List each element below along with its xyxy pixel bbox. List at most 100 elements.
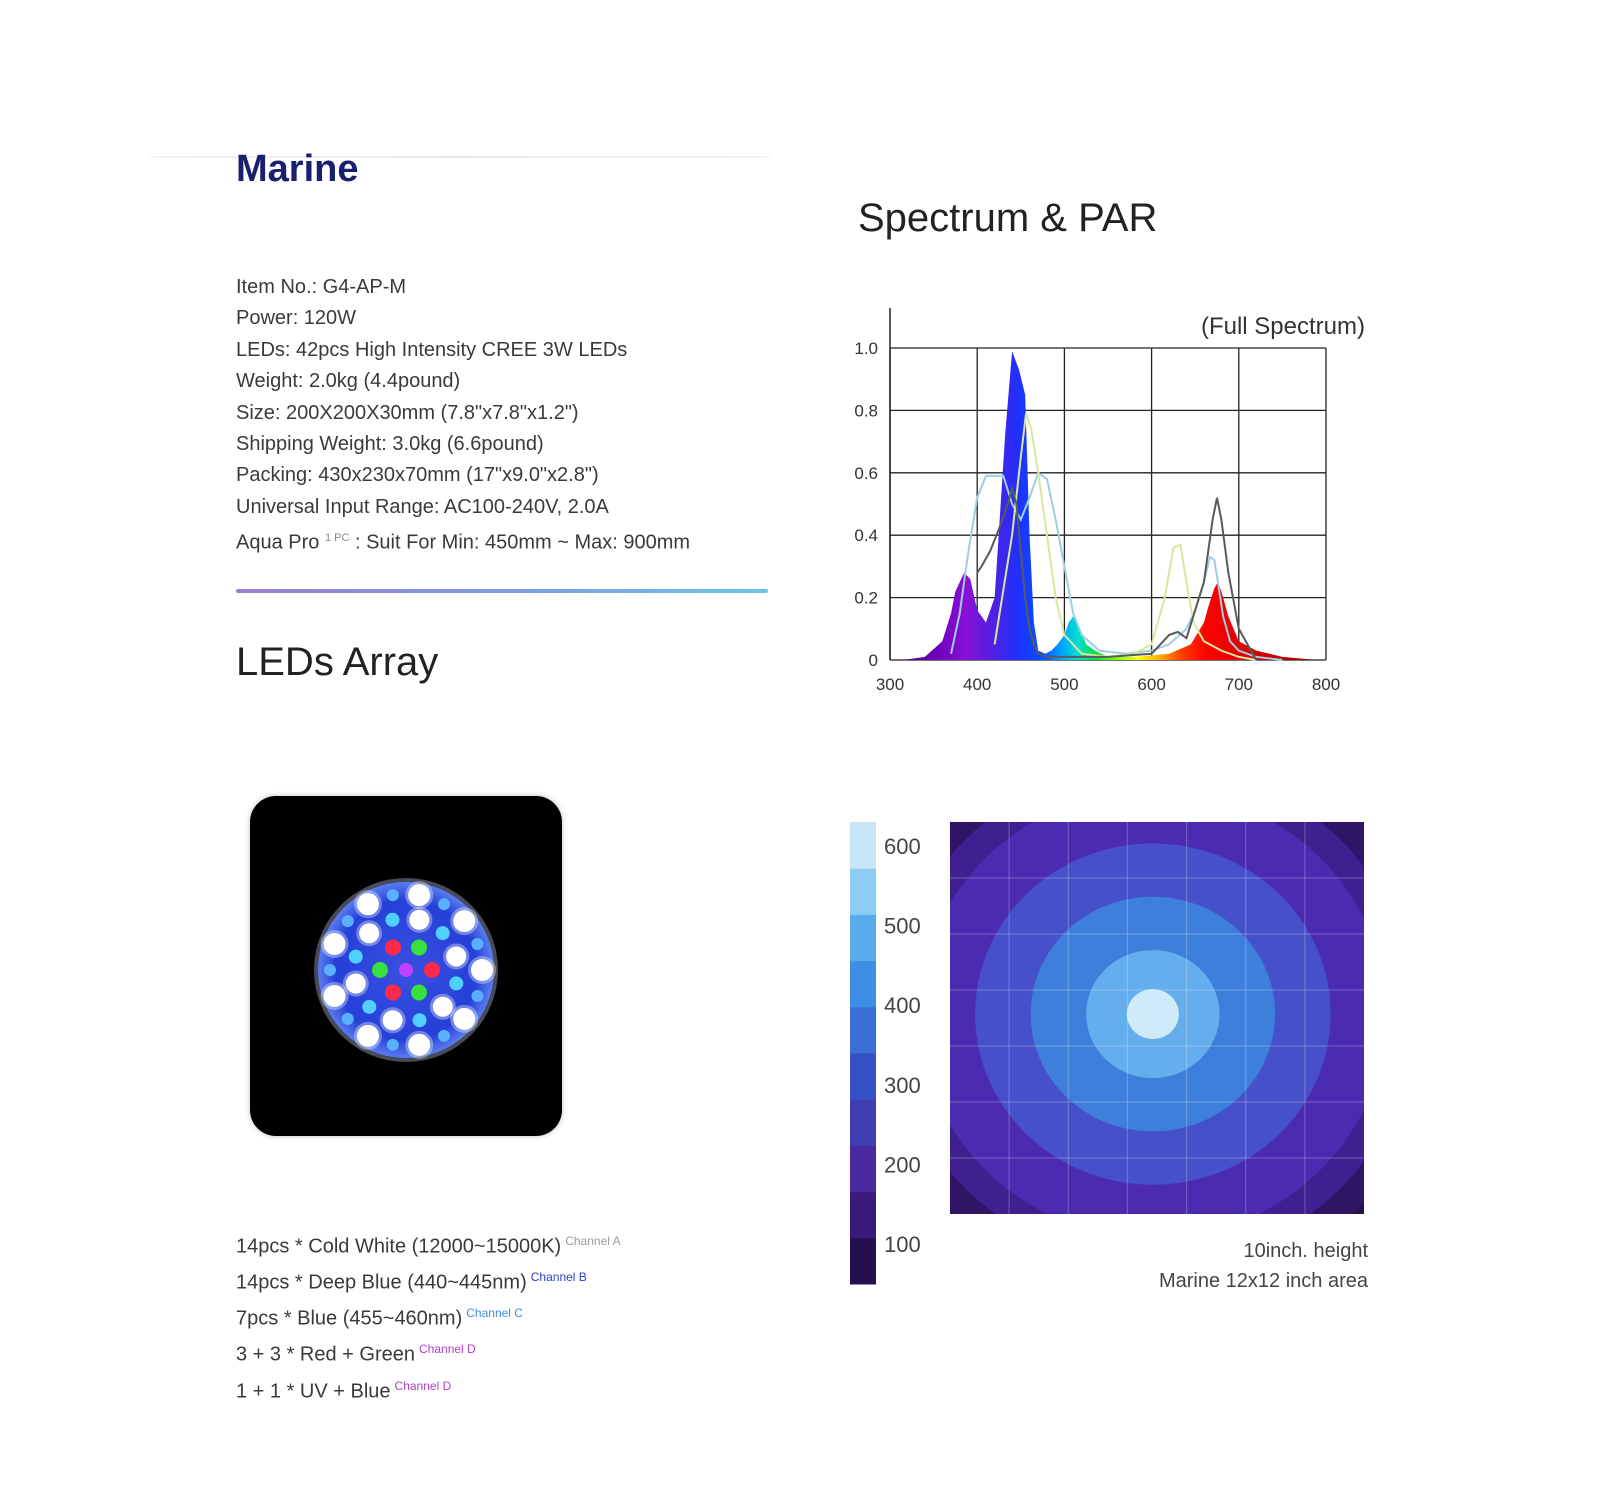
- spec-list: Item No.: G4-AP-M Power: 120W LEDs: 42pc…: [236, 272, 690, 559]
- y-tick-label: 1.0: [854, 339, 878, 358]
- colorbar-segment: [850, 868, 876, 915]
- spec-leds: LEDs: 42pcs High Intensity CREE 3W LEDs: [236, 338, 628, 361]
- spectrum-area: [890, 351, 1318, 660]
- y-tick-label: 0.4: [854, 526, 878, 545]
- par-contours: [950, 822, 1364, 1214]
- led-white: [453, 910, 476, 933]
- colorbar-tick-label: 400: [884, 993, 921, 1018]
- channel-list: 14pcs * Cold White (12000~15000K) Channel…: [236, 1226, 621, 1407]
- y-tick-label: 0.8: [854, 401, 878, 420]
- spectrum-lines: [950, 413, 1283, 661]
- full-spectrum-label: (Full Spectrum): [1201, 313, 1365, 340]
- suit-suffix: : Suit For Min: 450mm ~ Max: 900mm: [349, 531, 691, 554]
- led-white: [432, 996, 453, 1017]
- colorbar-segment: [850, 822, 876, 869]
- colorbar-tick-label: 200: [884, 1153, 921, 1178]
- channel-tag: Channel B: [530, 1270, 587, 1285]
- led-color: [424, 962, 440, 978]
- channel-item: 14pcs * Deep Blue (440~445nm) Channel B: [236, 1270, 587, 1294]
- spec-size: Size: 200X200X30mm (7.8"x7.8"x1.2"): [236, 401, 579, 424]
- led-color: [385, 984, 401, 1001]
- channel-item: 1 + 1 * UV + Blue Channel D: [236, 1378, 452, 1403]
- spec-weight: Weight: 2.0kg (4.4pound): [236, 370, 461, 393]
- colorbar-tick-label: 600: [884, 834, 921, 859]
- spec-input-range: Universal Input Range: AC100-240V, 2.0A: [236, 495, 609, 518]
- led-cyan: [385, 912, 400, 927]
- led-blue: [341, 1012, 354, 1025]
- colorbar-segment: [850, 960, 876, 1008]
- suit-sup: 1 PC: [324, 532, 350, 545]
- colorbar-segment: [850, 1099, 876, 1146]
- led-color: [411, 984, 427, 1001]
- spec-packing: Packing: 430x230x70mm (17"x9.0"x2.8"): [236, 464, 599, 487]
- y-tick-label: 0.6: [854, 464, 878, 483]
- colorbar-tick-label: 300: [884, 1073, 921, 1098]
- colorbar-segment: [850, 1006, 876, 1054]
- colorbar-segment: [850, 914, 876, 962]
- channel-tag: Channel A: [565, 1234, 621, 1248]
- colorbar-segment: [850, 1053, 876, 1100]
- channel-tag: Channel D: [419, 1342, 476, 1357]
- led-white: [408, 1033, 431, 1056]
- led-blue: [471, 938, 484, 951]
- colorbar-segment: [850, 1191, 876, 1239]
- led-color: [372, 962, 388, 978]
- led-cyan: [412, 1013, 427, 1028]
- y-tick-label: 0.2: [854, 589, 878, 608]
- channel-tag: Channel D: [394, 1378, 452, 1393]
- led-white: [345, 973, 366, 994]
- suit-prefix: Aqua Pro: [236, 531, 320, 554]
- spectrum-par-title: Spectrum & PAR: [858, 196, 1158, 240]
- led-blue: [341, 915, 354, 928]
- par-colorbar: [850, 822, 876, 1285]
- par-colorbar-ticks: 100 200 300 400 500 600: [884, 834, 921, 1257]
- led-white: [408, 884, 431, 907]
- led-cyan: [449, 976, 464, 991]
- led-blue: [386, 889, 399, 902]
- leds-array-title: LEDs Array: [236, 640, 439, 684]
- channel-tag: Channel C: [466, 1306, 523, 1321]
- led-color: [411, 939, 427, 956]
- spectrum-grid: [889, 308, 1327, 661]
- led-color: [385, 939, 401, 956]
- colorbar-segment: [850, 1145, 876, 1193]
- par-map-grid: [950, 822, 1364, 1214]
- par-contour: [1126, 989, 1179, 1040]
- led-white: [357, 1024, 379, 1047]
- colorbar-tick-label: 500: [884, 914, 921, 939]
- led-white: [323, 933, 346, 956]
- colorbar-tick-label: 100: [884, 1232, 921, 1257]
- led-blue: [438, 1029, 450, 1042]
- product-title: Marine: [236, 148, 359, 190]
- led-blue: [386, 1038, 399, 1051]
- spectrum-series-line: [976, 484, 1258, 661]
- gradient-divider: [236, 589, 768, 593]
- spec-suit-range: Aqua Pro 1 PC : Suit For Min: 450mm ~ Ma…: [236, 523, 690, 559]
- x-tick-label: 500: [1050, 675, 1078, 694]
- x-tick-label: 400: [963, 675, 991, 694]
- led-blue: [324, 964, 336, 976]
- colorbar-segment: [850, 1237, 876, 1285]
- led-white: [471, 959, 493, 981]
- top-divider: [150, 156, 770, 158]
- led-white: [359, 923, 380, 944]
- channel-item: 14pcs * Cold White (12000~15000K) Channel…: [236, 1234, 621, 1258]
- led-white: [446, 946, 467, 967]
- channel-item: 7pcs * Blue (455~460nm) Channel C: [236, 1306, 523, 1330]
- y-tick-label: 0: [869, 651, 878, 670]
- led-blue: [438, 898, 450, 911]
- led-array-image: [250, 796, 562, 1136]
- led-white: [357, 893, 379, 916]
- par-caption-height: 10inch. height: [1243, 1240, 1368, 1262]
- spec-item-number: Item No.: G4-AP-M: [236, 276, 407, 298]
- spectrum-chart: 300 400 500 600 700 800 0 0.2 0.4 0.6 0.8 1.0 (Full…: [854, 308, 1365, 694]
- x-tick-label: 700: [1225, 675, 1253, 694]
- led-uv: [399, 963, 413, 977]
- led-cyan: [348, 949, 363, 964]
- led-white: [382, 1010, 403, 1031]
- par-caption-area: Marine 12x12 inch area: [1158, 1270, 1368, 1292]
- led-white: [453, 1007, 476, 1030]
- spec-power: Power: 120W: [236, 307, 357, 330]
- par-map: 100 200 300 400 500 600: [850, 822, 1364, 1285]
- spectrum-series-line: [950, 471, 1283, 661]
